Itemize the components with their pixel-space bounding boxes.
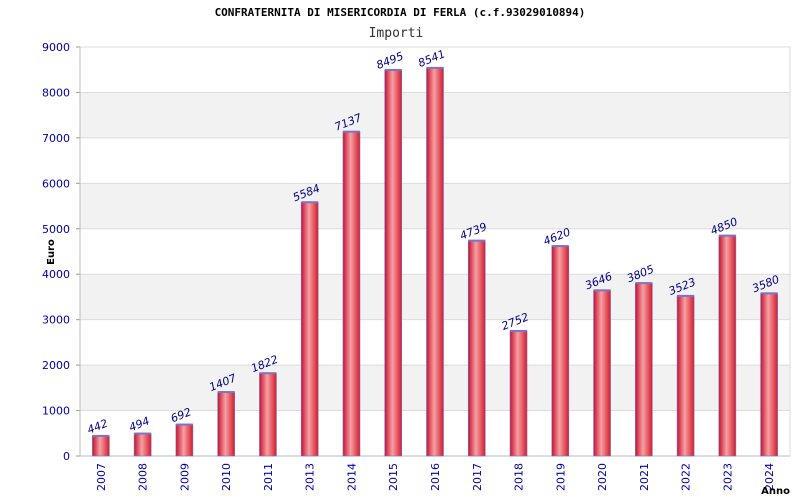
x-tick-label: 2009 xyxy=(178,463,191,491)
y-tick-label: 0 xyxy=(63,450,70,463)
x-tick-label: 2015 xyxy=(387,463,400,491)
bar-cap-2017 xyxy=(468,239,486,242)
bar-cap-2014 xyxy=(342,130,360,133)
y-tick-label: 1000 xyxy=(42,405,70,418)
x-tick-label: 2007 xyxy=(95,463,108,491)
x-tick-label: 2011 xyxy=(262,463,275,491)
y-tick-label: 8000 xyxy=(42,86,70,99)
x-tick-label: 2022 xyxy=(680,463,693,491)
bar-cap-2020 xyxy=(593,289,611,292)
x-tick-label: 2016 xyxy=(429,463,442,491)
bar-2008 xyxy=(133,433,152,457)
bar-cap-2008 xyxy=(134,432,152,435)
y-axis-ticks: 0 1000 2000 3000 4000 5000 6000 7000 8000 9000 xyxy=(42,41,70,463)
y-axis-label: Euro xyxy=(46,239,57,265)
y-tick-label: 9000 xyxy=(42,41,70,54)
bar-cap-2011 xyxy=(259,372,277,375)
x-tick-label: 2019 xyxy=(554,463,567,491)
bar-2023 xyxy=(718,235,737,457)
x-tick-label: 2014 xyxy=(345,463,358,491)
bar-2011 xyxy=(259,372,277,457)
bar-2014 xyxy=(342,131,361,457)
x-tick-label: 2024 xyxy=(763,463,776,491)
bar-2019 xyxy=(551,245,570,457)
bar-2021 xyxy=(635,282,653,457)
y-tick-label: 4000 xyxy=(42,268,70,281)
x-tick-label: 2008 xyxy=(137,463,150,491)
x-tick-label: 2013 xyxy=(304,463,317,491)
bar-cap-2021 xyxy=(635,282,653,285)
bar-cap-2016 xyxy=(426,66,444,69)
x-tick-label: 2010 xyxy=(220,463,233,491)
x-tick-label: 2020 xyxy=(596,463,609,491)
bar-cap-2018 xyxy=(510,329,528,332)
bar-2013 xyxy=(300,201,319,457)
bar-cap-2022 xyxy=(677,294,695,297)
bar-cap-2015 xyxy=(384,68,402,71)
bar-2022 xyxy=(676,295,695,457)
bar-2007 xyxy=(92,435,110,457)
chart-title: CONFRATERNITA DI MISERICORDIA DI FERLA (… xyxy=(215,6,586,19)
bar-cap-2007 xyxy=(92,434,110,437)
bar-2015 xyxy=(384,69,403,457)
x-axis-label: Anno xyxy=(761,486,790,497)
bar-2018 xyxy=(509,330,528,457)
y-tick-label: 7000 xyxy=(42,132,70,145)
x-tick-label: 2023 xyxy=(721,463,734,491)
x-tick-label: 2018 xyxy=(513,463,526,491)
bar-cap-2013 xyxy=(301,201,319,204)
bar-2016 xyxy=(426,67,444,457)
x-axis-ticks: 2007 2008 2009 2010 2011 2013 2014 2015 2016 2017… xyxy=(95,463,776,491)
bar-2024 xyxy=(760,293,778,457)
bar-cap-2010 xyxy=(217,391,235,394)
y-tick-label: 3000 xyxy=(42,314,70,327)
bar-2020 xyxy=(593,290,611,457)
y-tick-label: 5000 xyxy=(42,223,70,236)
bar-2010 xyxy=(217,391,235,457)
bar-2009 xyxy=(175,424,194,457)
chart-subtitle: Importi xyxy=(369,26,424,41)
bar-cap-2009 xyxy=(175,423,193,426)
bars xyxy=(92,66,778,457)
x-tick-label: 2017 xyxy=(471,463,484,491)
x-tick-label: 2021 xyxy=(638,463,651,491)
y-tick-label: 6000 xyxy=(42,177,70,190)
bar-2017 xyxy=(467,240,486,457)
bar-cap-2019 xyxy=(551,245,569,248)
bar-cap-2023 xyxy=(718,234,736,237)
bar-cap-2024 xyxy=(760,292,778,295)
y-tick-label: 2000 xyxy=(42,359,70,372)
